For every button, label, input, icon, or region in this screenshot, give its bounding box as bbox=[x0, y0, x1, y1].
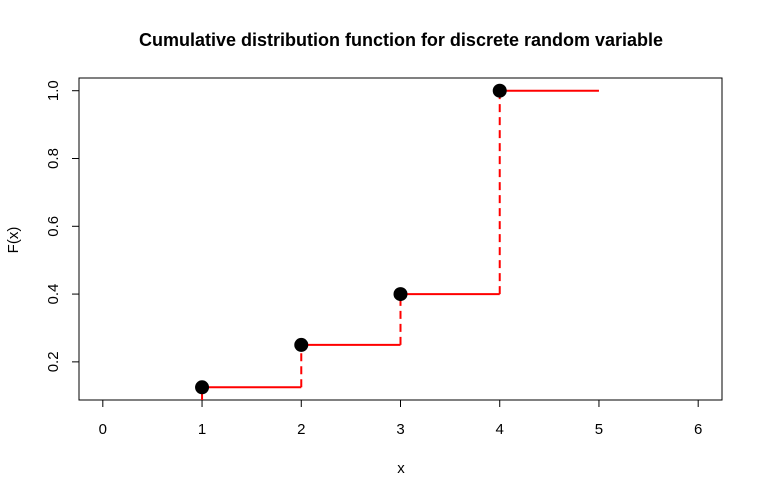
chart-title: Cumulative distribution function for dis… bbox=[139, 30, 663, 50]
data-point bbox=[492, 83, 507, 98]
x-tick-label: 1 bbox=[198, 421, 206, 438]
y-tick-label: 0.2 bbox=[45, 351, 62, 372]
data-point bbox=[294, 337, 309, 352]
x-tick-label: 0 bbox=[99, 421, 107, 438]
y-tick-label: 0.4 bbox=[45, 284, 62, 305]
data-points bbox=[195, 83, 507, 395]
y-axis-label: F(x) bbox=[5, 227, 22, 254]
y-tick-label: 0.8 bbox=[45, 148, 62, 169]
y-axis: 0.2 0.4 0.6 0.8 1.0 bbox=[45, 80, 79, 372]
x-axis: 0 1 2 3 4 5 6 bbox=[99, 400, 702, 438]
data-point bbox=[393, 287, 408, 302]
x-tick-label: 5 bbox=[595, 421, 603, 438]
data-point bbox=[195, 380, 210, 395]
y-tick-label: 1.0 bbox=[45, 80, 62, 101]
x-tick-label: 6 bbox=[694, 421, 702, 438]
y-tick-label: 0.6 bbox=[45, 216, 62, 237]
x-tick-label: 3 bbox=[396, 421, 404, 438]
x-tick-label: 2 bbox=[297, 421, 305, 438]
x-axis-label: x bbox=[397, 460, 405, 477]
x-tick-label: 4 bbox=[496, 421, 504, 438]
step-lines bbox=[202, 89, 599, 389]
